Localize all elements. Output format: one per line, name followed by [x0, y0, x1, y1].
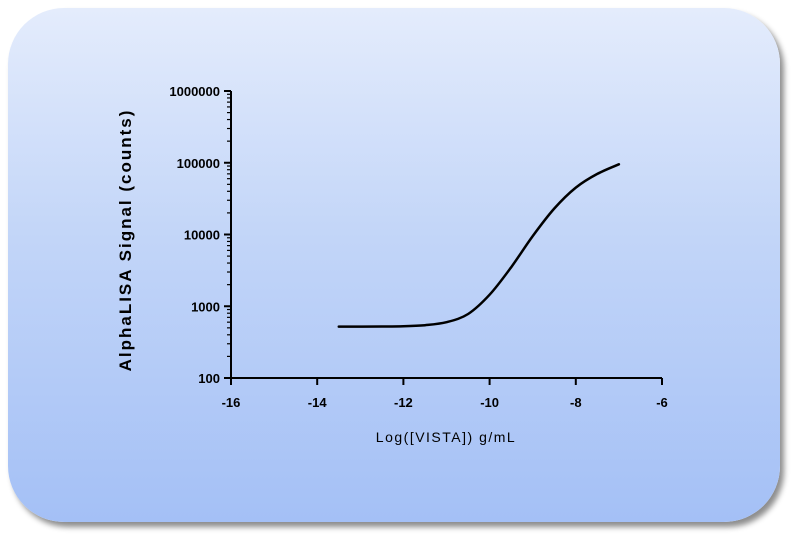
- y-tick-label: 100000: [177, 156, 220, 171]
- x-tick-label: -10: [480, 395, 499, 410]
- x-tick-label: -6: [656, 395, 668, 410]
- x-tick-label: -16: [222, 395, 241, 410]
- series-layer: [337, 163, 621, 328]
- y-tick-label: 100: [198, 371, 220, 386]
- x-tick-label: -14: [308, 395, 328, 410]
- x-tick-label: -12: [394, 395, 413, 410]
- axes: [230, 91, 662, 379]
- x-ticks: -16 -14 -12 -10 -8 -6: [222, 378, 668, 410]
- x-axis-title: Log([VISTA]) g/mL: [376, 429, 516, 445]
- y-tick-label: 1000: [191, 299, 220, 314]
- y-minor-ticks: [227, 93, 231, 358]
- y-tick-label: 1000000: [169, 84, 220, 99]
- x-tick-label: -8: [570, 395, 582, 410]
- y-tick-label: 10000: [184, 228, 220, 243]
- y-axis-title: AlphaLISA Signal (counts): [116, 109, 135, 372]
- y-major-ticks: 100 1000 10000 100000 1000000: [169, 84, 231, 386]
- chart-card: [8, 8, 780, 522]
- series-line: [337, 163, 621, 328]
